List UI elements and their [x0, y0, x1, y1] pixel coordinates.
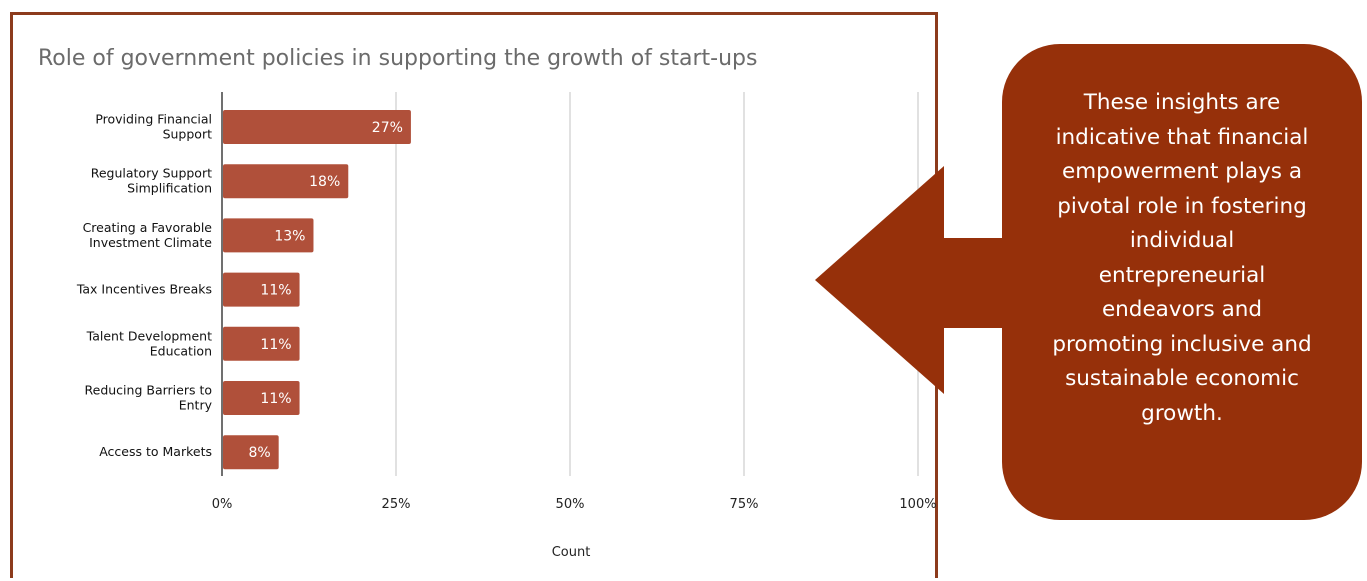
- category-label: Access to Markets: [99, 444, 212, 459]
- bar: [223, 164, 349, 199]
- callout-line: empowerment plays a: [1061, 159, 1303, 184]
- callout-line: indicative that financial: [1055, 124, 1309, 150]
- bar: [223, 326, 300, 361]
- bar-data-label: 11%: [260, 337, 291, 353]
- x-axis-label: Count: [552, 545, 591, 560]
- category-label: Education: [150, 343, 212, 358]
- bar: [223, 381, 300, 415]
- bar: [223, 218, 314, 253]
- callout-line: individual: [1129, 228, 1235, 253]
- bars: 27% 18% 13% 11% 11% 11% 8%: [223, 110, 411, 470]
- callout-line: pivotal role in fostering: [1057, 193, 1307, 219]
- category-label: Regulatory Support: [91, 166, 212, 181]
- x-tick-label: 0%: [212, 497, 233, 512]
- callout-line: sustainable economic: [1065, 366, 1299, 391]
- x-tick-label: 50%: [556, 497, 585, 512]
- category-label: Support: [163, 127, 213, 142]
- category-label: Tax Incentives Breaks: [76, 282, 212, 297]
- bar: [223, 435, 279, 470]
- callout-text: These insights are indicative that finan…: [1012, 86, 1352, 431]
- bar: [223, 272, 300, 307]
- bar: [223, 110, 411, 144]
- x-tick-label: 75%: [730, 497, 759, 512]
- callout-line: These insights are: [1083, 90, 1281, 115]
- category-label: Creating a Favorable: [83, 220, 213, 235]
- chart-frame: [10, 12, 938, 578]
- category-label: Investment Climate: [89, 235, 212, 250]
- bar-data-label: 18%: [309, 174, 340, 190]
- category-label: Entry: [179, 398, 213, 413]
- bar-data-label: 27%: [372, 120, 403, 136]
- bar-data-label: 13%: [274, 228, 305, 244]
- bar-chart: Role of government policies in supportin…: [38, 46, 937, 560]
- category-label: Providing Financial: [95, 112, 212, 127]
- callout-line: entrepreneurial: [1098, 262, 1266, 288]
- x-tick-labels: 0% 25% 50% 75% 100%: [212, 497, 937, 512]
- category-label: Simplification: [127, 181, 212, 196]
- category-label: Reducing Barriers to: [85, 383, 212, 398]
- x-tick-label: 25%: [382, 497, 411, 512]
- chart-title: Role of government policies in supportin…: [38, 46, 757, 71]
- x-tick-label: 100%: [899, 497, 936, 512]
- callout-line: promoting inclusive and: [1052, 331, 1312, 357]
- callout-line: growth.: [1141, 400, 1223, 426]
- bar-data-label: 8%: [248, 445, 270, 461]
- category-label: Talent Development: [86, 328, 212, 343]
- callout-line: endeavors and: [1101, 297, 1263, 322]
- bar-data-label: 11%: [260, 391, 291, 407]
- gridlines: [221, 92, 919, 476]
- bar-data-label: 11%: [260, 283, 291, 299]
